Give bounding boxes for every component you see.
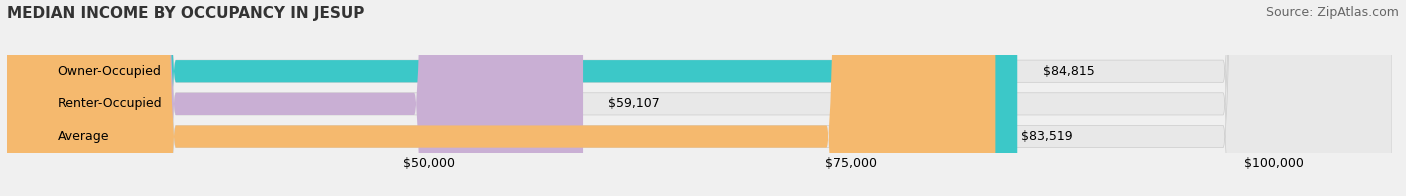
Text: Owner-Occupied: Owner-Occupied (58, 65, 162, 78)
Text: $59,107: $59,107 (609, 97, 661, 110)
Text: $83,519: $83,519 (1021, 130, 1073, 143)
Text: $84,815: $84,815 (1043, 65, 1094, 78)
FancyBboxPatch shape (7, 0, 1392, 196)
Text: Source: ZipAtlas.com: Source: ZipAtlas.com (1265, 6, 1399, 19)
Text: Renter-Occupied: Renter-Occupied (58, 97, 162, 110)
Text: MEDIAN INCOME BY OCCUPANCY IN JESUP: MEDIAN INCOME BY OCCUPANCY IN JESUP (7, 6, 364, 21)
Text: Average: Average (58, 130, 110, 143)
FancyBboxPatch shape (7, 0, 1392, 196)
FancyBboxPatch shape (7, 0, 1392, 196)
FancyBboxPatch shape (7, 0, 1018, 196)
FancyBboxPatch shape (7, 0, 995, 196)
FancyBboxPatch shape (7, 0, 583, 196)
